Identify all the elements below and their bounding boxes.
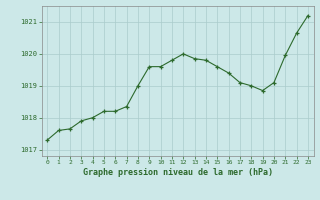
X-axis label: Graphe pression niveau de la mer (hPa): Graphe pression niveau de la mer (hPa) xyxy=(83,168,273,177)
